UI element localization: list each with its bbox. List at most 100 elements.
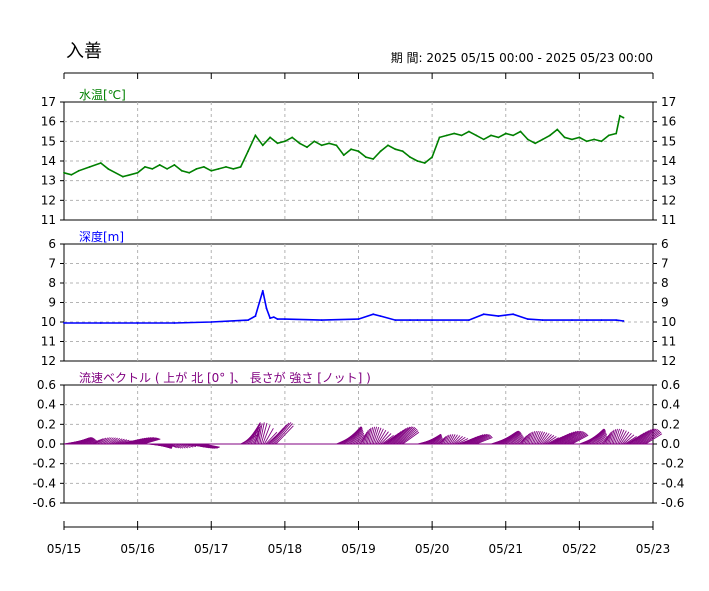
x-tick-label: 05/22 <box>562 542 597 556</box>
vector-stick <box>110 437 118 445</box>
vector-stick <box>265 431 278 445</box>
vector-stick <box>590 428 605 445</box>
y-tick-label-left: 12 <box>41 354 56 368</box>
vector-stick <box>430 434 442 445</box>
vector-stick <box>133 437 152 445</box>
data-point <box>350 148 352 151</box>
series-line <box>63 114 624 178</box>
vector-stick <box>508 431 521 445</box>
data-point <box>70 173 73 176</box>
vector-stick <box>260 422 268 445</box>
data-point <box>63 322 65 324</box>
data-point <box>320 319 323 321</box>
vector-stick <box>141 438 160 445</box>
y-tick-label-right: 12 <box>661 193 676 207</box>
vector-stick <box>557 431 575 445</box>
vector-stick <box>179 443 186 449</box>
vector-stick <box>115 438 125 445</box>
vector-stick <box>558 431 577 445</box>
vector-stick <box>568 432 587 445</box>
y-tick-label-right: 0.2 <box>661 417 680 431</box>
vector-stick <box>366 427 372 445</box>
vector-stick <box>374 427 382 445</box>
current-vector-panel: 0.6 0.6 0.4 0.4 0.2 0.2 0.0 0.0 -0.2 -0.2 -0.4 -0.4… <box>33 370 685 510</box>
vector-stick <box>369 426 376 445</box>
vector-stick <box>555 432 573 445</box>
vector-stick <box>564 431 583 445</box>
vector-stick <box>101 437 107 445</box>
vector-stick <box>250 427 260 445</box>
vector-stick <box>138 437 158 445</box>
data-point <box>225 166 227 168</box>
y-tick-label-left: 12 <box>41 193 56 207</box>
data-point <box>239 166 242 168</box>
vector-stick <box>386 431 402 445</box>
y-tick-label-left: -0.4 <box>33 476 56 490</box>
y-tick-label-left: 11 <box>41 213 56 227</box>
vector-stick <box>612 428 618 445</box>
data-point <box>394 148 397 151</box>
data-point <box>387 144 389 147</box>
vector-stick <box>98 438 104 445</box>
vector-stick <box>137 437 156 445</box>
vector-stick <box>88 439 97 445</box>
data-point <box>431 156 433 159</box>
data-point <box>188 171 191 174</box>
data-point <box>526 138 529 141</box>
vector-stick <box>104 437 110 445</box>
vector-stick <box>82 437 94 445</box>
vector-stick <box>84 438 95 445</box>
vector-stick <box>592 428 606 445</box>
vector-stick <box>455 436 466 445</box>
vector-stick <box>561 430 580 445</box>
vector-stick <box>176 443 182 449</box>
vector-stick <box>100 437 105 445</box>
vector-stick <box>623 434 635 445</box>
vector-stick <box>358 434 365 445</box>
vector-stick <box>96 439 101 445</box>
vector-stick <box>389 428 407 445</box>
data-point <box>409 156 411 159</box>
data-point <box>107 168 110 170</box>
y-tick-label-right: 11 <box>661 213 676 227</box>
data-point <box>482 138 485 141</box>
data-point <box>512 313 514 316</box>
data-point <box>468 319 470 321</box>
data-point <box>512 134 514 137</box>
data-point <box>519 130 522 133</box>
vector-stick <box>428 434 442 445</box>
y-tick-label-left: 9 <box>48 296 56 310</box>
vector-stick <box>352 428 363 445</box>
vector-stick <box>371 426 378 445</box>
data-point <box>342 154 345 157</box>
vector-stick <box>356 432 365 445</box>
y-tick-label-right: 17 <box>661 95 676 109</box>
vector-stick <box>471 434 491 445</box>
vector-stick <box>452 435 461 445</box>
y-tick-label-left: 8 <box>48 276 56 290</box>
vector-stick <box>372 426 380 445</box>
y-tick-label-right: -0.2 <box>661 457 684 471</box>
vector-stick <box>525 432 531 445</box>
vector-stick <box>596 431 607 445</box>
y-tick-label-left: 11 <box>41 335 56 349</box>
vector-stick <box>170 443 176 448</box>
data-point <box>423 162 426 164</box>
vector-stick <box>606 431 612 445</box>
data-point <box>265 307 268 310</box>
vector-stick <box>609 429 615 445</box>
data-point <box>585 319 588 321</box>
vector-stick <box>615 429 623 445</box>
data-point <box>622 320 625 322</box>
data-point <box>151 168 154 170</box>
vector-stick <box>456 438 469 445</box>
y-tick-label-right: 9 <box>661 296 669 310</box>
vector-stick <box>536 431 543 445</box>
vector-stick <box>632 430 650 445</box>
vector-stick <box>375 428 384 445</box>
vector-stick <box>87 438 96 445</box>
vector-stick <box>447 434 454 445</box>
vector-stick <box>527 432 532 445</box>
y-tick-label-left: 6 <box>48 237 56 251</box>
vector-stick <box>509 431 521 445</box>
